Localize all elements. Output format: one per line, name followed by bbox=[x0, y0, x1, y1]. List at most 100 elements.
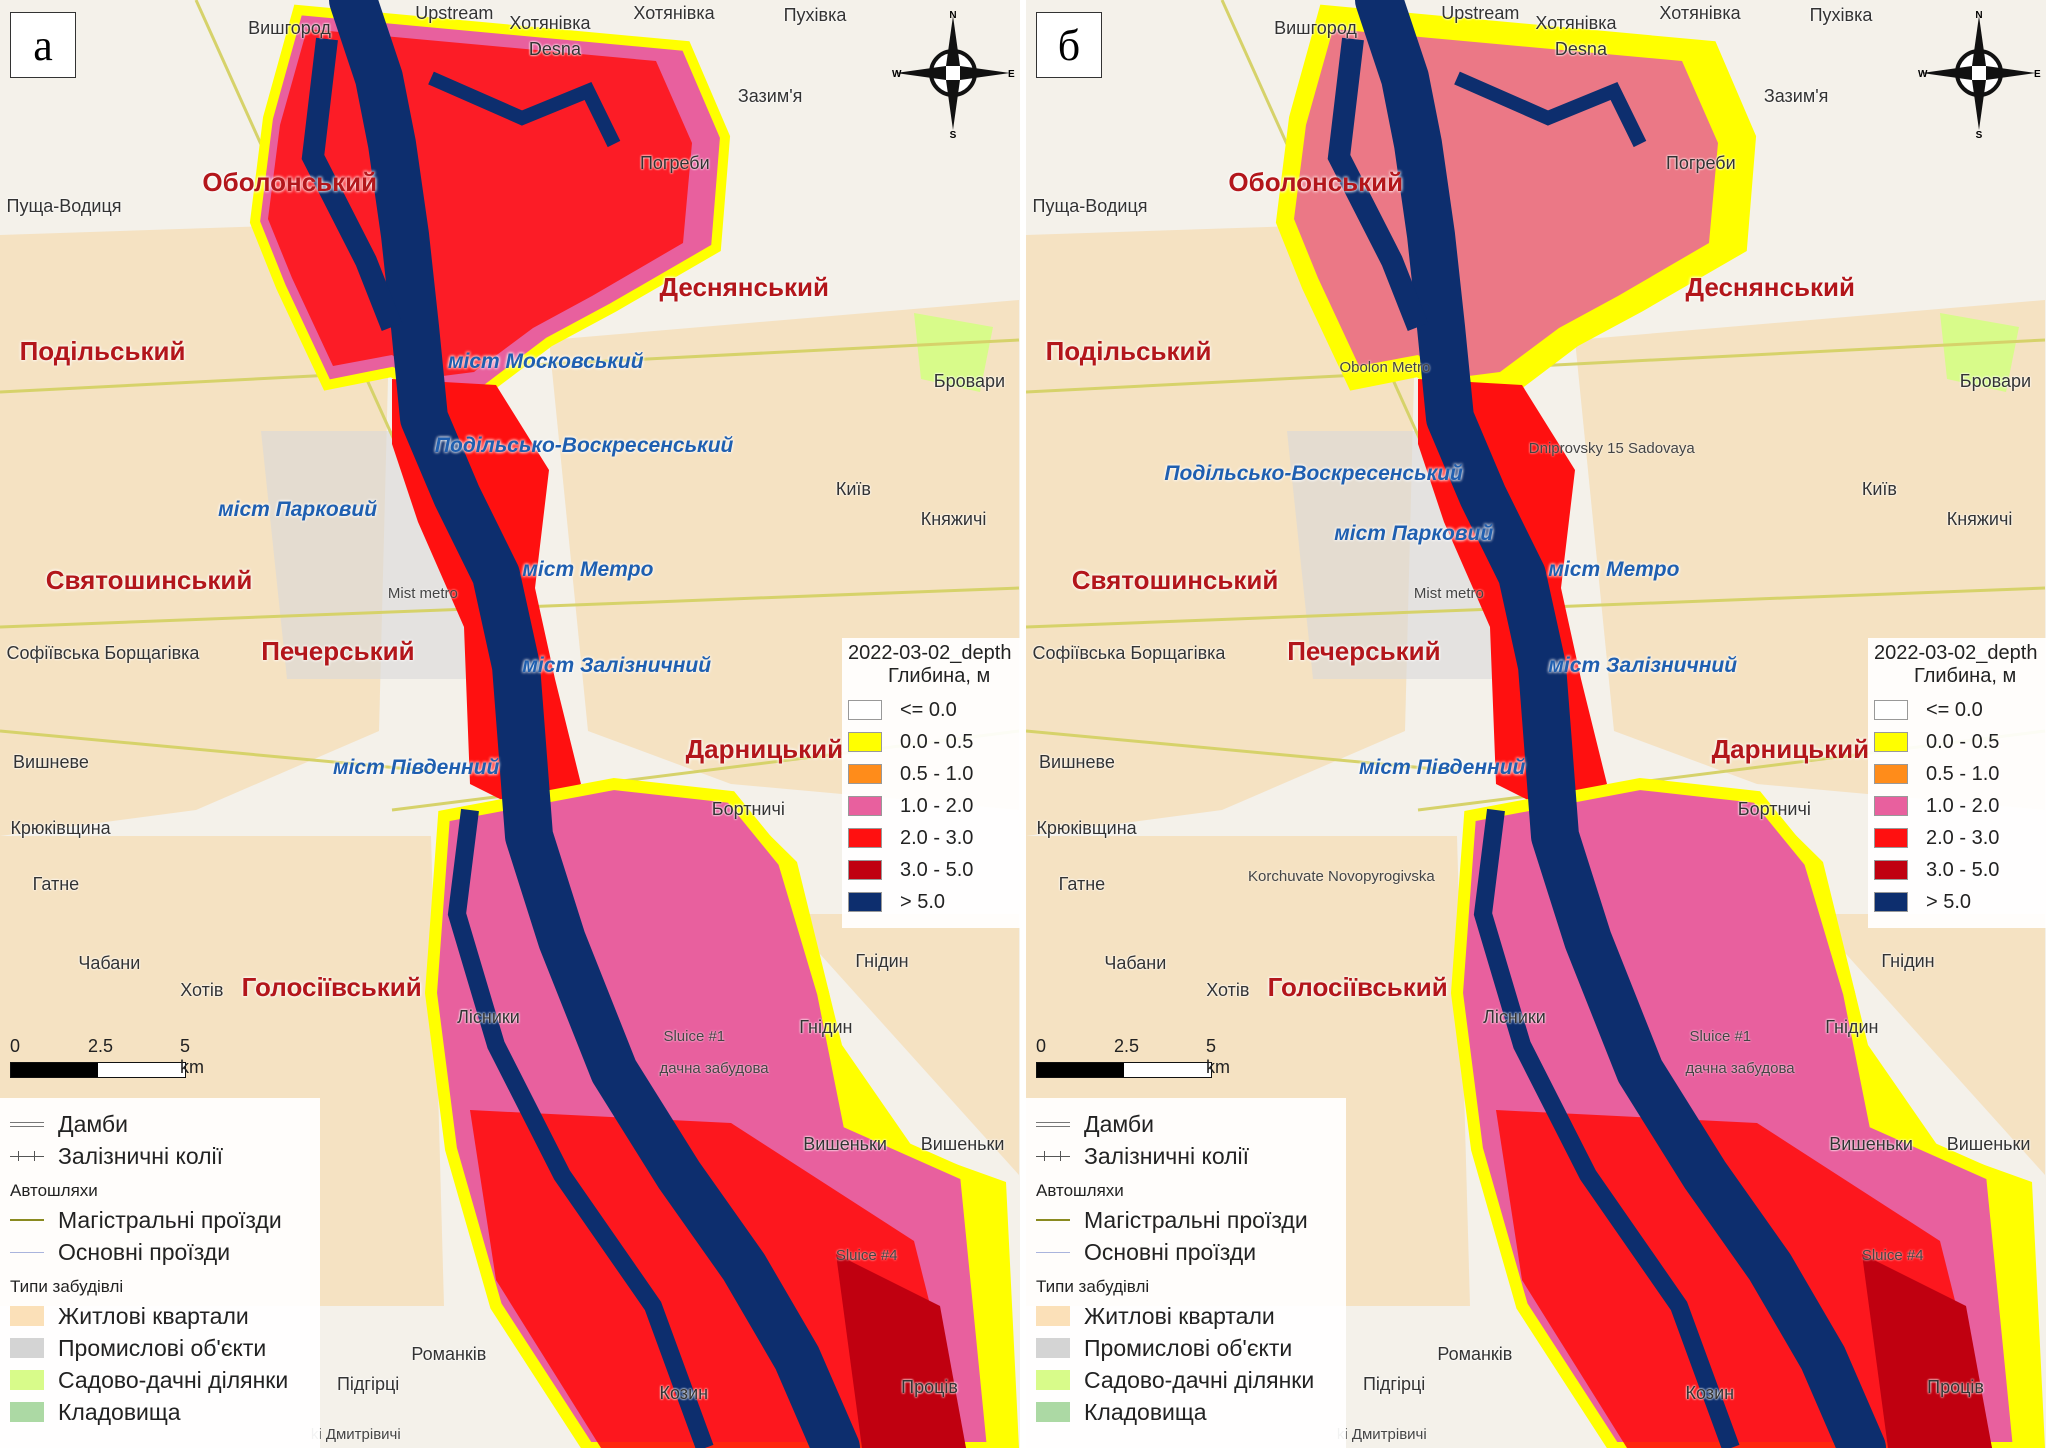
legend-label: 3.0 - 5.0 bbox=[1926, 858, 2000, 881]
place-label: Софіївська Борщагівка bbox=[6, 642, 200, 663]
svg-text:E: E bbox=[1008, 69, 1015, 80]
legend-item-building-type: Садово-дачні ділянки bbox=[10, 1364, 310, 1396]
district-label: Голосіївський bbox=[1267, 971, 1448, 1002]
place-label: Зазим'я bbox=[737, 86, 803, 107]
legend-swatch bbox=[1874, 764, 1908, 784]
river-branch bbox=[447, 808, 714, 1448]
legend-item: 0.0 - 0.5 bbox=[848, 726, 1016, 758]
desna-river bbox=[428, 71, 621, 148]
place-label: Гатне bbox=[1058, 873, 1106, 894]
legend-item-building-type: Житлові квартали bbox=[1036, 1300, 1336, 1332]
legend-label: 0.5 - 1.0 bbox=[900, 762, 974, 785]
legend-label: Магістральні проїзди bbox=[58, 1206, 282, 1233]
district-label: Святошинський bbox=[1071, 565, 1279, 596]
dam-line-icon bbox=[1036, 1114, 1070, 1134]
place-label: Хотянівка bbox=[1659, 2, 1741, 23]
legend-swatch bbox=[848, 796, 882, 816]
legend-swatch bbox=[848, 700, 882, 720]
legend-section-header: Типи забудівлі bbox=[10, 1277, 124, 1296]
place-label: Вишневе bbox=[1039, 752, 1115, 773]
legend-item: 1.0 - 2.0 bbox=[848, 790, 1016, 822]
place-label: Київ bbox=[1861, 479, 1897, 500]
place-label: Княжичі bbox=[920, 509, 987, 530]
place-label: Вишеньки bbox=[1946, 1133, 2031, 1154]
bridge-label: міст Залізничний bbox=[1548, 654, 1738, 678]
legend-swatch bbox=[1036, 1338, 1070, 1358]
flood-zone-very-deep bbox=[1862, 1254, 1992, 1448]
place-label: ki Дмитрівичі bbox=[310, 1426, 401, 1444]
place-label: Романків bbox=[411, 1343, 487, 1364]
railway-line-icon bbox=[1036, 1146, 1070, 1166]
legend-swatch bbox=[10, 1402, 44, 1422]
legend-section-header: Автошляхи bbox=[1036, 1181, 1124, 1200]
river-branch bbox=[1327, 37, 1429, 332]
legend-label: 0.0 - 0.5 bbox=[900, 730, 974, 753]
legend-label: 1.0 - 2.0 bbox=[1926, 794, 2000, 817]
main-road bbox=[1026, 729, 1458, 773]
legend-item: 2.0 - 3.0 bbox=[848, 822, 1016, 854]
place-label: Хотів bbox=[180, 979, 224, 1000]
legend-swatch bbox=[1036, 1402, 1070, 1422]
district-label: Оболонський bbox=[1228, 167, 1404, 198]
place-label: Sluice #4 bbox=[1861, 1247, 1924, 1265]
legend-item: 3.0 - 5.0 bbox=[1874, 854, 2042, 886]
legend-item-building-type: Кладовища bbox=[1036, 1396, 1336, 1428]
legend-label: 1.0 - 2.0 bbox=[900, 794, 974, 817]
place-label: Крюківщина bbox=[1036, 817, 1137, 838]
place-label: Лісники bbox=[1483, 1006, 1546, 1027]
scale-tick: 0 bbox=[10, 1036, 21, 1056]
compass-rose-icon: N S W E bbox=[1914, 8, 2044, 141]
legend-label: Дамби bbox=[1084, 1110, 1154, 1137]
svg-text:S: S bbox=[950, 130, 957, 138]
legend-item-primary-roads: Основні проїзди bbox=[1036, 1236, 1336, 1268]
place-label: дачна забудова bbox=[659, 1060, 769, 1078]
panel-divider bbox=[1020, 0, 1026, 1448]
place-label: Проців bbox=[901, 1376, 958, 1397]
legend-item-dams: Дамби bbox=[10, 1108, 310, 1140]
legend-item-building-type: Кладовища bbox=[10, 1396, 310, 1428]
bridge-label: міст Південний bbox=[333, 756, 500, 780]
legend-item-building-type: Житлові квартали bbox=[10, 1300, 310, 1332]
place-label: Проців bbox=[1927, 1376, 1984, 1397]
legend-label: > 5.0 bbox=[900, 890, 946, 913]
legend-label: 0.0 - 0.5 bbox=[1926, 730, 2000, 753]
legend-item-primary-roads: Основні проїзди bbox=[10, 1236, 310, 1268]
place-label: Гнідин bbox=[1881, 950, 1935, 971]
primary-road-line-icon bbox=[1036, 1242, 1070, 1262]
depth-legend: 2022-03-02_depth Глибина, м <= 0.0 0.0 - 0.… bbox=[1868, 638, 2046, 928]
legend-label: 2.0 - 3.0 bbox=[900, 826, 974, 849]
flood-zone-very-deep bbox=[836, 1254, 966, 1448]
place-label: Вишеньки bbox=[1829, 1133, 1913, 1154]
district-label: Подільський bbox=[1045, 335, 1212, 366]
legend-subtitle: Глибина, м bbox=[1914, 665, 2017, 687]
place-label: Гатне bbox=[32, 873, 80, 894]
place-label: Бровари bbox=[933, 370, 1006, 391]
scale-tick: 0 bbox=[1036, 1036, 1047, 1056]
place-label: Mist metro bbox=[1413, 585, 1484, 603]
place-label: Пухівка bbox=[1809, 5, 1873, 26]
main-road bbox=[0, 729, 432, 773]
legend-label: Садово-дачні ділянки bbox=[58, 1366, 289, 1393]
legend-item-building-type: Промислові об'єкти bbox=[10, 1332, 310, 1364]
place-label: Upstream bbox=[1441, 2, 1520, 23]
legend-label: 3.0 - 5.0 bbox=[900, 858, 974, 881]
legend-swatch bbox=[1874, 860, 1908, 880]
place-label: Desna bbox=[1554, 39, 1607, 60]
legend-label: Садово-дачні ділянки bbox=[1084, 1366, 1315, 1393]
place-label: Sluice #1 bbox=[1689, 1027, 1752, 1045]
legend-item-railways: Залізничні колії bbox=[10, 1140, 310, 1172]
svg-text:N: N bbox=[949, 10, 956, 21]
place-label: Dniprovsky 15 Sadovaya bbox=[1528, 440, 1695, 458]
scale-tick: 2.5 bbox=[88, 1036, 114, 1056]
legend-item: 0.0 - 0.5 bbox=[1874, 726, 2042, 758]
place-label: Хотів bbox=[1206, 979, 1250, 1000]
place-label: Романків bbox=[1437, 1343, 1513, 1364]
bridge-label: міст Метро bbox=[1548, 557, 1680, 581]
svg-text:W: W bbox=[892, 69, 902, 80]
legend-swatch bbox=[10, 1370, 44, 1390]
residential-area bbox=[784, 914, 1019, 1175]
legend-swatch bbox=[1874, 892, 1908, 912]
district-label: Голосіївський bbox=[241, 971, 422, 1002]
legend-swatch bbox=[1874, 828, 1908, 848]
place-label: Лісники bbox=[457, 1006, 520, 1027]
